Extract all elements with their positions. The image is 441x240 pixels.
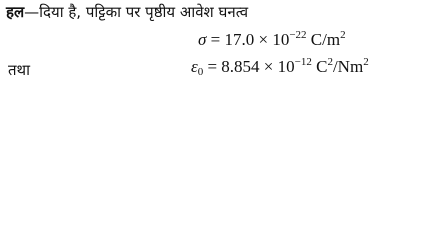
subscript: 0 — [197, 66, 204, 78]
equation-sigma: σ = 17.0 × 10−22 C/m2 — [198, 30, 346, 50]
unit-exponent: 2 — [340, 29, 346, 41]
conjunction: तथा — [8, 61, 31, 79]
unit-rest-exponent: 2 — [363, 56, 369, 68]
unit-rest: /Nm — [332, 57, 364, 76]
unit: C — [316, 57, 328, 76]
unit-exponent: 2 — [327, 56, 333, 68]
text: —दिया है, पट्टिका पर पृष्ठीय आवेश घनत्व — [24, 3, 249, 21]
exponent: −22 — [289, 29, 307, 41]
label: हल — [6, 3, 25, 21]
unit: C/m — [310, 30, 341, 49]
expression: = 8.854 × 10 — [207, 57, 295, 76]
expression: = 17.0 × 10 — [210, 30, 290, 49]
exponent: −12 — [294, 56, 312, 68]
symbol: σ — [198, 30, 207, 49]
equation-epsilon: ε0 = 8.854 × 10−12 C2/Nm2 — [191, 56, 369, 78]
line-intro: हल—दिया है, पट्टिका पर पृष्ठीय आवेश घनत्… — [6, 2, 248, 22]
page: हल—दिया है, पट्टिका पर पृष्ठीय आवेश घनत्… — [0, 0, 441, 93]
symbol: ε — [191, 57, 198, 76]
